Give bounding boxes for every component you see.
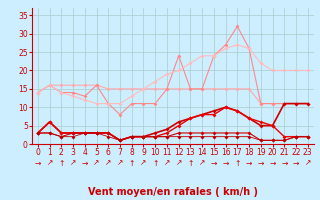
Text: ↗: ↗ <box>70 158 76 168</box>
Text: →: → <box>269 158 276 168</box>
Text: ↗: ↗ <box>93 158 100 168</box>
Text: →: → <box>246 158 252 168</box>
Text: →: → <box>82 158 88 168</box>
Text: ↑: ↑ <box>187 158 194 168</box>
Text: ↗: ↗ <box>199 158 205 168</box>
Text: →: → <box>211 158 217 168</box>
Text: ↗: ↗ <box>117 158 123 168</box>
Text: ↑: ↑ <box>234 158 241 168</box>
Text: →: → <box>281 158 287 168</box>
Text: ↗: ↗ <box>305 158 311 168</box>
Text: ↑: ↑ <box>152 158 158 168</box>
Text: →: → <box>293 158 299 168</box>
Text: ↗: ↗ <box>164 158 170 168</box>
Text: →: → <box>258 158 264 168</box>
Text: ↗: ↗ <box>46 158 53 168</box>
Text: ↑: ↑ <box>129 158 135 168</box>
Text: →: → <box>222 158 229 168</box>
Text: →: → <box>35 158 41 168</box>
Text: ↗: ↗ <box>140 158 147 168</box>
Text: ↑: ↑ <box>58 158 65 168</box>
Text: ↗: ↗ <box>105 158 111 168</box>
Text: Vent moyen/en rafales ( km/h ): Vent moyen/en rafales ( km/h ) <box>88 187 258 197</box>
Text: ↗: ↗ <box>175 158 182 168</box>
